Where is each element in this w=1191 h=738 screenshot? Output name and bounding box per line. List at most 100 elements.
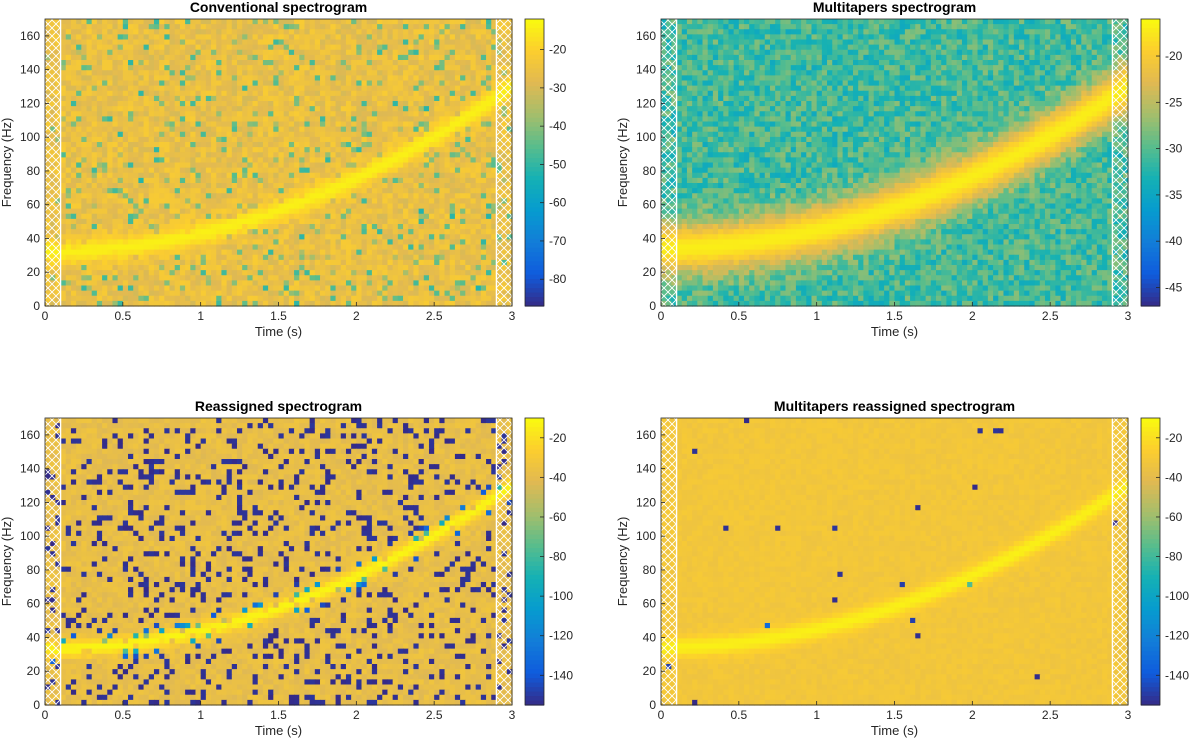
heatmap-cell (424, 157, 430, 163)
heatmap-cell (71, 91, 77, 97)
heatmap-cell (71, 193, 77, 199)
heatmap-cell (247, 291, 253, 297)
heatmap-cell (164, 81, 170, 87)
heatmap-cell (242, 45, 248, 51)
heatmap-cell (258, 70, 264, 76)
heatmap-cell (367, 219, 373, 225)
heatmap-cell (434, 24, 440, 30)
heatmap-cell (123, 250, 129, 256)
heatmap-cell (424, 183, 430, 189)
heatmap-cell (299, 234, 305, 240)
heatmap-cell (294, 101, 300, 107)
heatmap-cell (211, 229, 217, 235)
heatmap-cell (71, 96, 77, 102)
heatmap-cell (211, 198, 217, 204)
heatmap-cell (232, 101, 238, 107)
heatmap-cell (486, 81, 492, 87)
heatmap-cell (232, 29, 238, 35)
heatmap-cell (439, 255, 445, 261)
heatmap-cell (294, 116, 300, 122)
heatmap-cell (419, 152, 425, 158)
heatmap-cell (253, 116, 259, 122)
heatmap-cell (356, 214, 362, 220)
heatmap-cell (393, 178, 399, 184)
heatmap-cell (320, 29, 326, 35)
heatmap-cell (81, 96, 87, 102)
heatmap-cell (185, 188, 191, 194)
heatmap-cell (481, 91, 487, 97)
heatmap-cell (149, 70, 155, 76)
heatmap-cell (294, 157, 300, 163)
heatmap-cell (351, 91, 357, 97)
heatmap-cell (393, 183, 399, 189)
heatmap-cell (211, 116, 217, 122)
heatmap-cell (232, 86, 238, 92)
heatmap-cell (81, 219, 87, 225)
heatmap-cell (284, 204, 290, 210)
heatmap-cell (450, 193, 456, 199)
heatmap-cell (242, 178, 248, 184)
heatmap-cell (325, 234, 331, 240)
heatmap-cell (154, 163, 160, 169)
heatmap-cell (336, 142, 342, 148)
heatmap-cell (419, 260, 425, 266)
heatmap-cell (154, 111, 160, 117)
heatmap-cell (87, 168, 93, 174)
heatmap-cell (133, 204, 139, 210)
heatmap-cell (92, 70, 98, 76)
heatmap-cell (284, 296, 290, 302)
heatmap-cell (258, 81, 264, 87)
heatmap-cell (346, 91, 352, 97)
heatmap-cell (190, 34, 196, 40)
heatmap-cell (325, 183, 331, 189)
heatmap-cell (439, 86, 445, 92)
heatmap-cell (97, 147, 103, 153)
heatmap-cell (149, 111, 155, 117)
heatmap-cell (76, 291, 82, 297)
heatmap-cell (294, 280, 300, 286)
heatmap-cell (237, 34, 243, 40)
heatmap-cell (232, 55, 238, 61)
heatmap-cell (325, 209, 331, 215)
heatmap-cell (273, 188, 279, 194)
heatmap-cell (330, 291, 336, 297)
heatmap-cell (424, 55, 430, 61)
heatmap-cell (190, 255, 196, 261)
heatmap-cell (175, 55, 181, 61)
heatmap-cell (128, 19, 134, 25)
heatmap-cell (367, 173, 373, 179)
heatmap-cell (247, 255, 253, 261)
heatmap-cell (372, 280, 378, 286)
heatmap-cell (377, 209, 383, 215)
heatmap-cell (367, 45, 373, 51)
heatmap-cell (367, 127, 373, 133)
heatmap-cell (149, 122, 155, 128)
heatmap-cell (372, 116, 378, 122)
heatmap-cell (253, 219, 259, 225)
heatmap-cell (149, 147, 155, 153)
heatmap-cell (413, 86, 419, 92)
heatmap-cell (216, 34, 222, 40)
heatmap-cell (123, 132, 129, 138)
heatmap-cell (476, 260, 482, 266)
heatmap-cell (377, 40, 383, 46)
heatmap-cell (268, 147, 274, 153)
heatmap-cell (216, 163, 222, 169)
heatmap-cell (175, 163, 181, 169)
heatmap-cell (413, 286, 419, 292)
heatmap-cell (315, 163, 321, 169)
heatmap-cell (149, 275, 155, 281)
heatmap-cell (481, 173, 487, 179)
heatmap-cell (170, 209, 176, 215)
heatmap-cell (330, 24, 336, 30)
heatmap-cell (253, 239, 259, 245)
heatmap-cell (112, 239, 118, 245)
heatmap-cell (201, 224, 207, 230)
heatmap-cell (465, 209, 471, 215)
heatmap-cell (419, 127, 425, 133)
heatmap-cell (76, 142, 82, 148)
heatmap-cell (273, 142, 279, 148)
heatmap-cell (118, 142, 124, 148)
heatmap-cell (247, 173, 253, 179)
heatmap-cell (128, 24, 134, 30)
